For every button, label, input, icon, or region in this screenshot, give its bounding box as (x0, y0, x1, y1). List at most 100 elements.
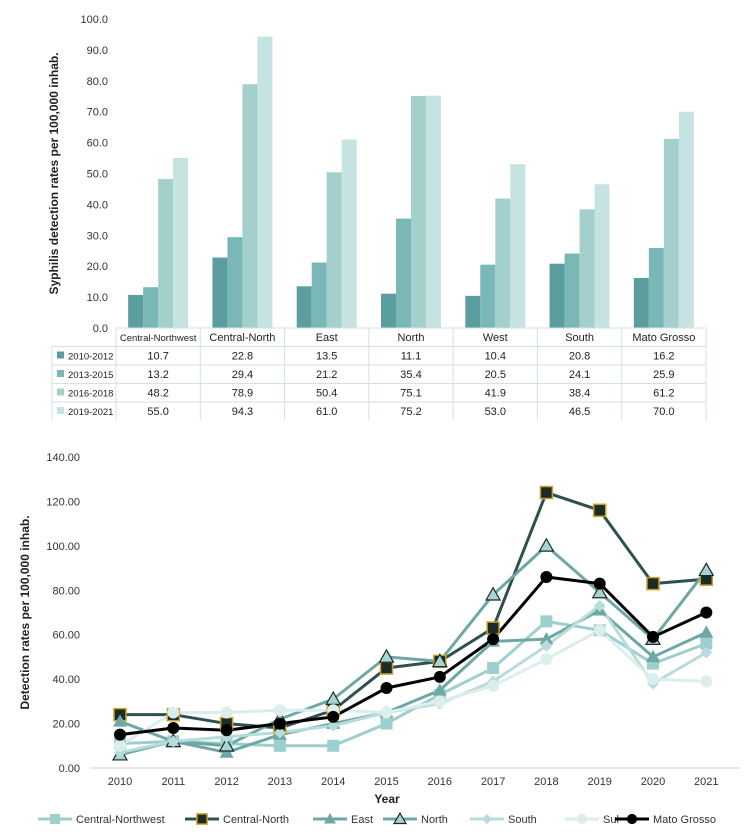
table-value: 22.8 (232, 351, 253, 363)
line-x-tick-label: 2012 (214, 776, 238, 788)
line-series-Mato Grosso (119, 575, 707, 737)
legend-label-Central-North: Central-North (223, 814, 289, 826)
table-value: 61.2 (653, 388, 674, 400)
line-y-tick-label: 100.00 (46, 541, 80, 553)
bar-category-label: East (316, 332, 338, 344)
bar-y-tick-label: 50.0 (87, 169, 108, 181)
line-point-North-2021 (698, 562, 715, 577)
bar-y-tick-label: 10.0 (87, 292, 108, 304)
line-x-tick-label: 2016 (428, 776, 452, 788)
bar-2010-2012-Central-Northwest (128, 294, 144, 328)
bar-y-tick-label: 40.0 (87, 199, 108, 211)
line-point-Central-Northwest-2014 (327, 739, 340, 752)
line-point-Mato Grosso-2016 (433, 670, 446, 683)
line-x-tick-label: 2010 (108, 776, 132, 788)
legend-marker-Central-North (196, 813, 208, 825)
line-x-tick-label: 2019 (587, 776, 611, 788)
bar-2013-2015-Central-North (227, 237, 243, 328)
line-point-North-2019 (591, 584, 608, 599)
legend-swatch-2013-2015 (57, 370, 64, 377)
line-point-Mato Grosso-2012 (220, 724, 233, 737)
bar-y-tick-label: 60.0 (87, 138, 108, 150)
line-point-South-2014 (327, 719, 340, 732)
bar-2019-2021-East (341, 139, 357, 328)
bar-2013-2015-Mato Grosso (648, 247, 664, 328)
table-value: 10.7 (147, 351, 168, 363)
bar-chart: Syphilis detection rates per 100,000 inh… (47, 14, 707, 420)
table-value: 20.8 (569, 351, 590, 363)
line-point-Central-North-2018 (539, 485, 554, 500)
line-point-Sul-2011 (167, 706, 180, 719)
table-value: 20.5 (485, 369, 506, 381)
bar-2016-2018-Central-Northwest (158, 179, 174, 328)
line-point-Mato Grosso-2010 (114, 728, 126, 741)
line-x-tick-label: 2014 (321, 776, 345, 788)
line-x-tick-label: 2015 (374, 776, 398, 788)
legend-marker-Sul (576, 813, 588, 825)
bar-2016-2018-East (326, 172, 342, 328)
line-point-Mato Grosso-2017 (487, 633, 500, 646)
bar-2016-2018-West (495, 198, 511, 328)
line-y-tick-label: 140.00 (46, 452, 80, 464)
bar-y-axis-label: Syphilis detection rates per 100,000 inh… (47, 52, 61, 294)
line-point-Sul-2018 (540, 653, 553, 666)
line-x-tick-label: 2020 (641, 776, 665, 788)
line-point-Mato Grosso-2014 (327, 710, 340, 723)
legend-marker-North (393, 811, 407, 825)
table-value: 46.5 (569, 406, 590, 418)
table-value: 38.4 (569, 388, 590, 400)
table-value: 16.2 (653, 351, 674, 363)
legend-marker-East (324, 813, 336, 824)
bar-2019-2021-North (426, 95, 441, 328)
bar-2013-2015-South (564, 253, 580, 328)
line-point-Central-North-2020 (646, 576, 660, 591)
line-x-tick-label: 2017 (481, 776, 505, 788)
line-series-Central-North (120, 491, 707, 730)
bar-2010-2012-South (549, 263, 565, 328)
legend-label-Sul: Sul (603, 814, 619, 826)
line-point-Mato Grosso-2019 (593, 577, 606, 590)
line-point-North-2012 (218, 737, 235, 752)
table-value: 94.3 (232, 406, 253, 418)
line-y-tick-label: 60.00 (52, 630, 80, 642)
legend-swatch-2019-2021 (57, 407, 64, 414)
bar-2019-2021-Mato Grosso (678, 111, 694, 328)
line-point-North-2016 (431, 653, 448, 668)
line-y-tick-label: 20.00 (52, 719, 80, 731)
table-value: 53.0 (485, 406, 506, 418)
bar-category-label: West (483, 332, 508, 344)
table-value: 61.0 (316, 406, 337, 418)
line-point-Sul-2019 (593, 624, 606, 637)
line-point-Central-Northwest-2013 (273, 739, 286, 752)
line-series-North (119, 544, 708, 757)
line-series-Sul (119, 628, 707, 748)
legend-label-2010-2012: 2010-2012 (68, 352, 113, 363)
line-y-axis-label: Detection rates per 100,000 inhab. (18, 515, 32, 709)
table-value: 24.1 (569, 369, 590, 381)
line-x-tick-label: 2013 (268, 776, 292, 788)
table-value: 70.0 (653, 406, 674, 418)
line-point-South-2018 (540, 639, 553, 652)
table-value: 41.9 (485, 388, 506, 400)
bar-2019-2021-South (594, 184, 610, 328)
line-point-Sul-2012 (220, 706, 233, 719)
table-value: 50.4 (316, 388, 337, 400)
table-value: 48.2 (147, 388, 168, 400)
line-point-Central-North-2017 (486, 621, 500, 635)
table-value: 35.4 (400, 369, 421, 381)
line-point-Central-Northwest-2015 (380, 717, 393, 730)
line-point-Mato Grosso-2021 (700, 606, 713, 619)
line-point-East-2016 (432, 683, 447, 696)
bar-2019-2021-West (510, 164, 526, 328)
legend-swatch-2016-2018 (57, 388, 64, 396)
bar-2010-2012-East (296, 286, 312, 328)
table-value: 21.2 (316, 369, 337, 381)
bar-2013-2015-East (311, 262, 327, 328)
legend-label-North: North (421, 814, 448, 826)
bar-category-label: Central-Northwest (120, 333, 197, 344)
bar-2019-2021-Central-North (257, 36, 273, 328)
line-point-South-2021 (700, 646, 713, 659)
legend-swatch-2010-2012 (57, 351, 64, 359)
bar-2010-2012-Central-North (212, 257, 228, 328)
bar-2016-2018-South (579, 209, 595, 328)
